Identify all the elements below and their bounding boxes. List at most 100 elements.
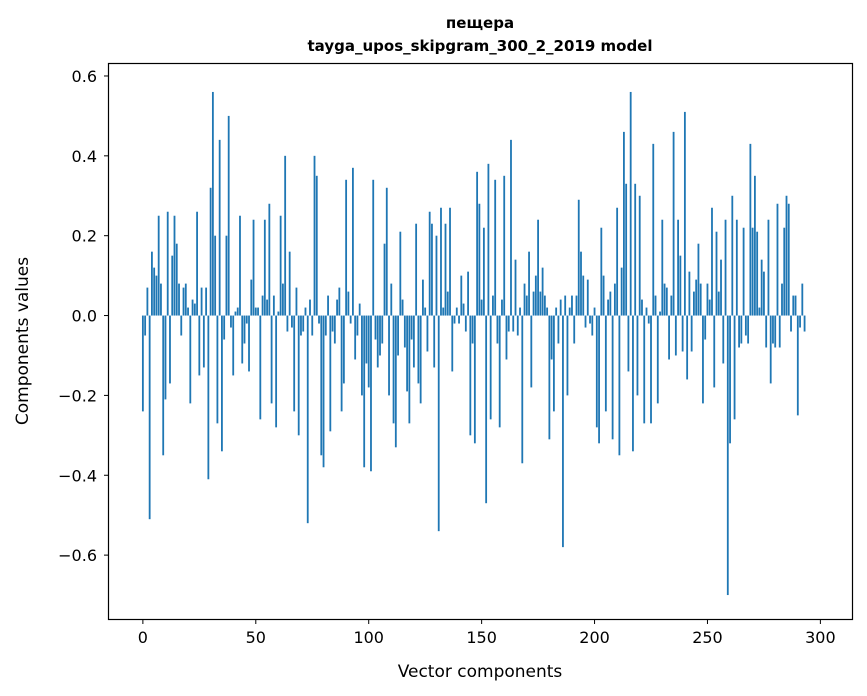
bar <box>530 315 533 388</box>
bar <box>785 195 788 316</box>
bar <box>706 283 709 316</box>
bar <box>534 275 537 316</box>
bar <box>774 315 777 348</box>
bar <box>410 315 413 340</box>
bar <box>507 315 510 332</box>
bar <box>641 299 643 316</box>
bar <box>399 231 402 316</box>
bar <box>471 315 474 344</box>
bar <box>293 315 296 412</box>
bar <box>656 315 659 404</box>
bar <box>178 283 180 316</box>
bar <box>604 315 607 412</box>
bar <box>753 175 756 316</box>
bar <box>318 315 320 324</box>
bar <box>408 315 411 424</box>
bar <box>469 315 472 436</box>
bar <box>546 307 549 316</box>
bar <box>573 315 576 344</box>
bar <box>647 315 650 324</box>
bar <box>555 307 558 316</box>
bar <box>306 315 309 524</box>
bar <box>333 315 336 344</box>
bar <box>263 219 266 316</box>
bar <box>672 131 675 316</box>
bar <box>370 315 372 472</box>
bar <box>221 315 223 452</box>
bar <box>379 315 381 356</box>
bar <box>243 315 246 344</box>
bar <box>498 315 501 428</box>
bar <box>559 299 562 316</box>
y-tick-label: 0.4 <box>72 147 97 166</box>
bar <box>225 235 228 316</box>
bar <box>760 259 763 316</box>
bar <box>394 315 397 448</box>
bar <box>376 315 379 368</box>
bar <box>792 295 795 316</box>
bar <box>155 275 158 316</box>
bar <box>435 235 438 316</box>
bar <box>566 315 569 396</box>
bar <box>523 283 526 316</box>
bar <box>440 207 442 316</box>
bar <box>191 299 194 316</box>
bar <box>297 315 300 436</box>
bar <box>492 295 494 316</box>
bar <box>715 231 718 316</box>
bar <box>541 267 544 316</box>
bar <box>476 171 479 316</box>
bar <box>589 315 591 324</box>
bar <box>623 131 625 316</box>
bar <box>763 271 765 316</box>
bar <box>609 291 612 316</box>
bar <box>146 287 149 316</box>
bar <box>241 315 244 364</box>
bar <box>433 315 436 368</box>
bar <box>361 315 363 396</box>
bar <box>180 315 183 336</box>
bar <box>338 287 341 316</box>
bar <box>611 315 614 440</box>
bar <box>724 219 727 316</box>
bar <box>722 315 725 364</box>
bar <box>783 227 786 316</box>
bar <box>363 315 366 468</box>
bar <box>349 315 352 324</box>
bar <box>720 259 722 316</box>
bar <box>354 315 357 360</box>
bar <box>593 307 596 316</box>
bar <box>683 111 686 316</box>
bar <box>654 295 657 316</box>
bar <box>772 315 774 344</box>
bar <box>331 315 334 332</box>
bar <box>756 231 759 316</box>
bar <box>645 307 648 316</box>
plot-frame <box>107 62 854 621</box>
bar <box>336 299 338 316</box>
bar <box>381 315 384 344</box>
bar <box>677 219 680 316</box>
y-tick-label: −0.4 <box>58 466 97 485</box>
bar <box>577 199 580 316</box>
bar <box>374 315 377 340</box>
bar <box>539 291 542 316</box>
bar <box>552 315 555 412</box>
bar <box>446 291 449 316</box>
bar <box>595 315 598 428</box>
bar <box>426 315 429 352</box>
bar <box>157 215 160 316</box>
bar <box>711 207 713 316</box>
bar <box>514 259 517 316</box>
bar <box>787 203 790 316</box>
bar <box>340 315 343 412</box>
bar <box>211 91 214 316</box>
bar <box>214 235 217 316</box>
bar <box>618 315 621 456</box>
bar <box>257 307 259 316</box>
bar <box>686 315 689 380</box>
bar <box>218 139 221 316</box>
bar <box>681 315 684 352</box>
bar <box>406 315 409 392</box>
x-tick-label: 300 <box>805 628 836 647</box>
